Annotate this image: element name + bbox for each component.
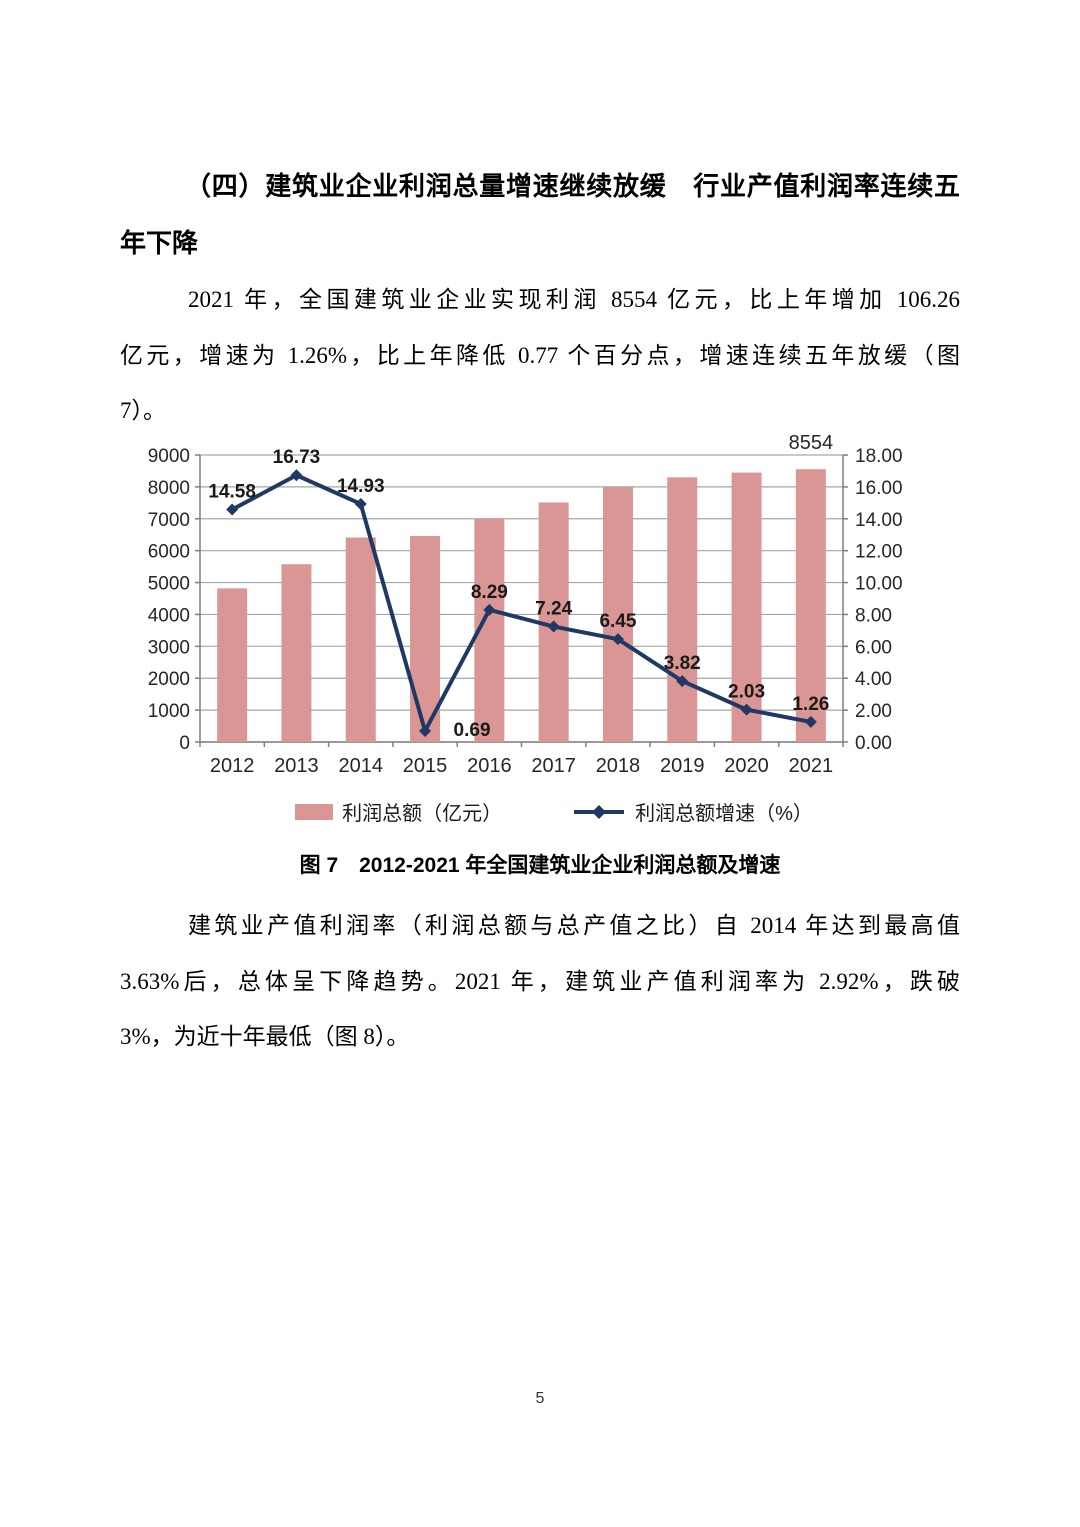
line-marker-2021 bbox=[804, 715, 817, 728]
left-axis-tick-label: 2000 bbox=[148, 669, 190, 690]
line-marker-2020 bbox=[740, 703, 753, 716]
line-value-label: 1.26 bbox=[792, 694, 829, 715]
paragraph-line: 建筑业产值利润率（利润总额与总产值之比）自 2014 年达到最高值 bbox=[188, 913, 961, 938]
line-value-label: 6.45 bbox=[599, 611, 636, 632]
x-axis-label-2021: 2021 bbox=[789, 755, 834, 777]
x-axis-label-2012: 2012 bbox=[210, 755, 255, 777]
paragraph-line: 3.63%后，总体呈下降趋势。2021 年，建筑业产值利润率为 2.92%，跌破 bbox=[120, 968, 960, 994]
line-marker-2016 bbox=[483, 603, 496, 616]
legend-label-profit-total: 利润总额（亿元） bbox=[342, 803, 503, 825]
right-axis-tick-label: 4.00 bbox=[855, 669, 892, 690]
bar-series-swatch bbox=[295, 803, 334, 820]
bar-2015 bbox=[410, 536, 441, 742]
bar-value-label: 8554 bbox=[789, 433, 834, 454]
right-axis-tick-label: 8.00 bbox=[855, 605, 892, 626]
left-axis-tick-label: 9000 bbox=[148, 446, 190, 467]
left-axis-tick-label: 0 bbox=[179, 733, 190, 754]
paragraph-profit-total: 2021 年，全国建筑业企业实现利润 8554 亿元，比上年增加 106.26 … bbox=[120, 272, 960, 439]
x-axis-label-2018: 2018 bbox=[596, 755, 641, 777]
line-marker-2015 bbox=[419, 724, 432, 737]
left-axis-tick-label: 5000 bbox=[148, 574, 190, 595]
line-value-label: 0.69 bbox=[454, 720, 491, 741]
line-marker-2017 bbox=[547, 620, 560, 633]
bar-2019 bbox=[667, 477, 698, 742]
right-axis-tick-label: 0.00 bbox=[855, 733, 892, 754]
bar-2018 bbox=[602, 487, 633, 742]
x-axis-label-2015: 2015 bbox=[403, 755, 448, 777]
section-heading-line-1: （四）建筑业企业利润总量增速继续放缓 行业产值利润率连续五 bbox=[185, 171, 960, 201]
right-axis-tick-label: 12.00 bbox=[855, 542, 903, 563]
right-axis-tick-label: 2.00 bbox=[855, 701, 892, 722]
bar-2014 bbox=[345, 537, 376, 742]
bar-2021 bbox=[795, 469, 826, 742]
x-axis-label-2019: 2019 bbox=[660, 755, 705, 777]
section-heading: （四）建筑业企业利润总量增速继续放缓 行业产值利润率连续五 年下降 bbox=[120, 158, 960, 272]
line-marker-2014 bbox=[354, 497, 367, 510]
right-axis-tick-label: 6.00 bbox=[855, 637, 892, 658]
paragraph-profit-margin: 建筑业产值利润率（利润总额与总产值之比）自 2014 年达到最高值 3.63%后… bbox=[120, 898, 960, 1065]
bar-2012 bbox=[217, 588, 248, 742]
growth-rate-line bbox=[231, 473, 812, 733]
line-value-label: 14.58 bbox=[208, 482, 256, 503]
legend-item-profit-total: 利润总额（亿元） bbox=[295, 797, 502, 826]
left-axis-tick-label: 6000 bbox=[148, 542, 190, 563]
section-heading-line-2: 年下降 bbox=[120, 228, 199, 258]
right-axis-tick-label: 16.00 bbox=[855, 478, 903, 499]
profit-chart-svg: 0 1000 2000 3000 4000 5000 6000 7000 8000 9000 0.0… bbox=[148, 433, 903, 777]
line-marker-2013 bbox=[290, 469, 303, 482]
legend-item-growth-rate: 利润总额增速（%） bbox=[572, 797, 813, 826]
paragraph-line: 7）。 bbox=[120, 398, 166, 423]
line-value-label: 3.82 bbox=[664, 653, 701, 674]
bar-2013 bbox=[281, 564, 312, 742]
line-value-label: 2.03 bbox=[728, 682, 765, 703]
right-axis-tick-label: 14.00 bbox=[855, 510, 903, 531]
left-axis-tick-label: 4000 bbox=[148, 605, 190, 626]
line-series-swatch bbox=[574, 804, 625, 819]
paragraph-line: 3%，为近十年最低（图 8）。 bbox=[120, 1024, 410, 1049]
line-value-label: 16.73 bbox=[273, 447, 321, 468]
page-number: 5 bbox=[535, 1390, 545, 1407]
bar-2020 bbox=[731, 472, 762, 742]
right-axis-tick-label: 18.00 bbox=[855, 446, 903, 467]
line-marker-2019 bbox=[676, 675, 689, 688]
line-marker-2018 bbox=[611, 633, 624, 646]
x-axis-label-2020: 2020 bbox=[724, 755, 769, 777]
line-value-label: 8.29 bbox=[471, 582, 508, 603]
left-axis-tick-label: 3000 bbox=[148, 637, 190, 658]
left-axis-tick-label: 1000 bbox=[148, 701, 190, 722]
x-axis-label-2017: 2017 bbox=[531, 755, 576, 777]
paragraph-line: 亿元，增速为 1.26%，比上年降低 0.77 个百分点，增速连续五年放缓（图 bbox=[120, 342, 960, 368]
line-value-label: 7.24 bbox=[535, 599, 572, 620]
chart-legend: 利润总额（亿元） 利润总额增速（%） bbox=[148, 797, 960, 826]
figure-7-caption: 图 7 2012-2021 年全国建筑业企业利润总额及增速 bbox=[299, 854, 781, 877]
paragraph-line: 2021 年，全国建筑业企业实现利润 8554 亿元，比上年增加 106.26 bbox=[188, 287, 960, 312]
line-value-label: 14.93 bbox=[337, 476, 385, 497]
x-axis-label-2016: 2016 bbox=[467, 755, 512, 777]
x-axis-label-2013: 2013 bbox=[274, 755, 319, 777]
figure-7-chart: 0 1000 2000 3000 4000 5000 6000 7000 8000 9000 0.0… bbox=[148, 433, 960, 826]
x-axis-label-2014: 2014 bbox=[339, 755, 384, 777]
legend-label-growth-rate: 利润总额增速（%） bbox=[635, 803, 813, 825]
left-axis-tick-label: 8000 bbox=[148, 478, 190, 499]
right-axis-tick-label: 10.00 bbox=[855, 574, 903, 595]
left-axis-tick-label: 7000 bbox=[148, 510, 190, 531]
